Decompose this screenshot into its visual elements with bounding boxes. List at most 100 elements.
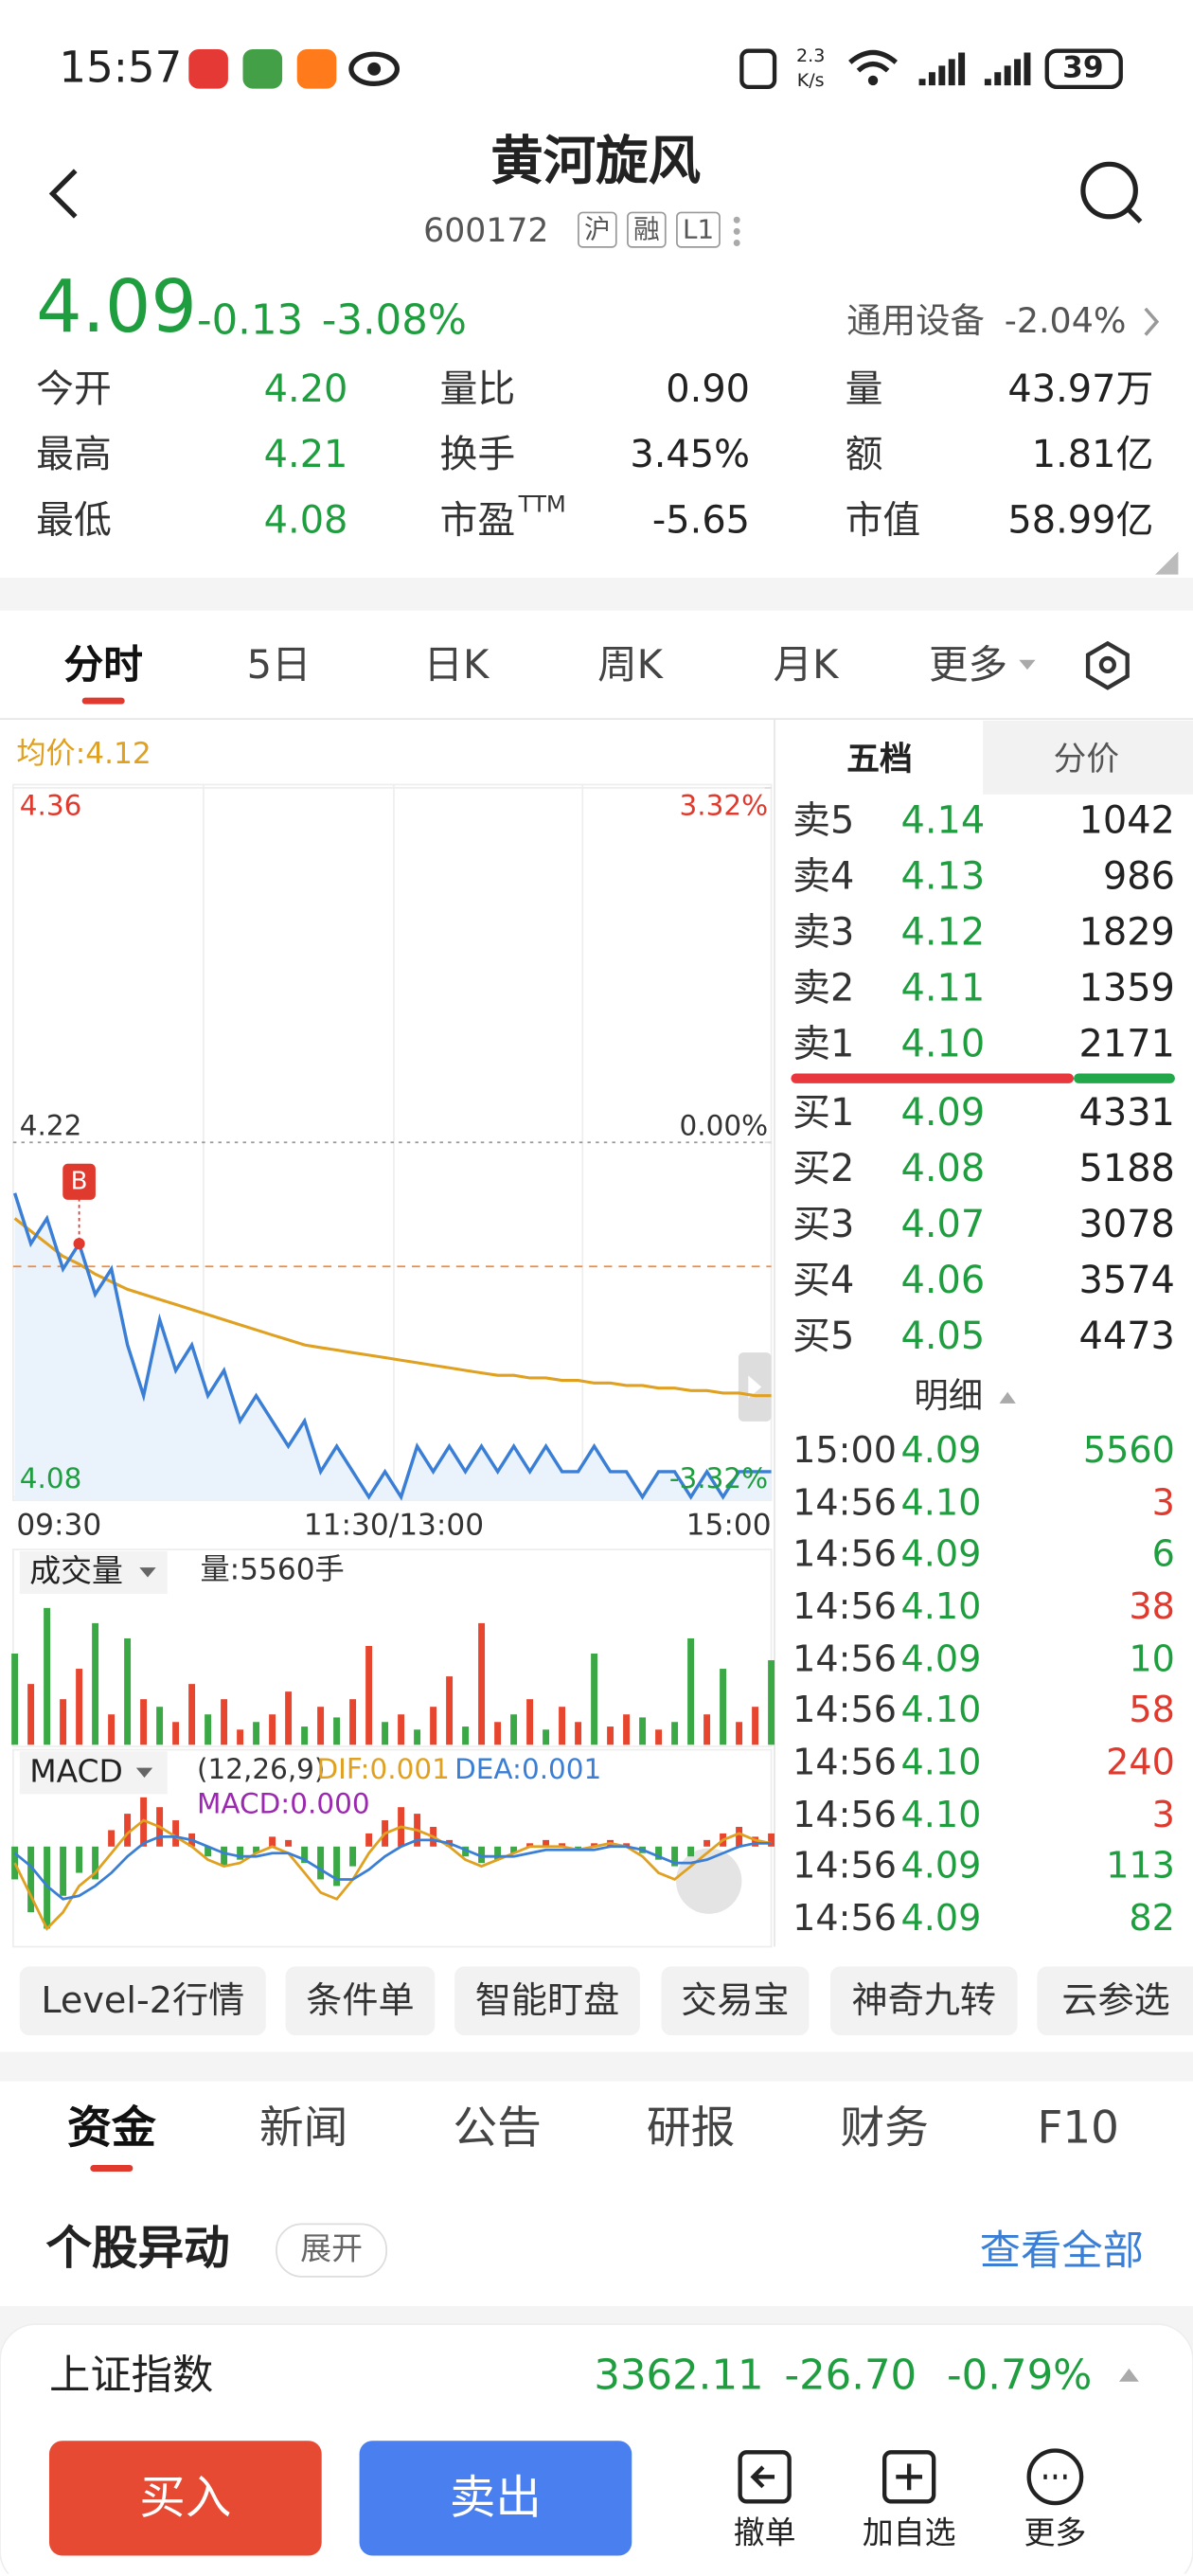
- dot: [733, 216, 740, 224]
- tool-label[interactable]: Level-2行情: [41, 1980, 245, 2023]
- volume-bar: [414, 1729, 421, 1745]
- bid-strength: [791, 1073, 1075, 1083]
- book-label: 买1: [792, 1092, 855, 1136]
- macd-bar: [365, 1833, 373, 1847]
- book-volume: 2171: [1078, 1023, 1175, 1066]
- volume-bar: [317, 1707, 325, 1745]
- tab[interactable]: 更多: [928, 641, 1008, 689]
- tool-label[interactable]: 条件单: [306, 1980, 415, 2023]
- tag: 融: [627, 211, 667, 248]
- info-tab[interactable]: 资金: [67, 2103, 156, 2155]
- macd-bar: [124, 1814, 132, 1847]
- sector-pct: -2.04%: [1004, 301, 1127, 341]
- macd-bar: [301, 1846, 309, 1864]
- macd-bar: [623, 1843, 631, 1847]
- more-link[interactable]: 查看全部: [979, 2227, 1145, 2275]
- tab[interactable]: 分时: [63, 641, 143, 689]
- stat-value: 43.97万: [1007, 368, 1154, 412]
- info-tab[interactable]: 公告: [453, 2103, 542, 2155]
- macd-params: (12,26,9): [196, 1753, 326, 1787]
- book-price: 4.11: [900, 967, 986, 1011]
- net-speed: 2.3: [796, 45, 826, 67]
- book-label: 卖3: [792, 911, 855, 955]
- trade-price: 4.10: [900, 1586, 982, 1629]
- detail-title[interactable]: 明细: [914, 1376, 984, 1416]
- change: -0.13: [196, 295, 304, 345]
- book-label: 买5: [792, 1315, 855, 1359]
- expand-button[interactable]: 展开: [276, 2223, 388, 2278]
- watch-icon[interactable]: [882, 2450, 936, 2504]
- macd-bar: [591, 1843, 598, 1847]
- macd-bar: [237, 1846, 244, 1860]
- tab[interactable]: 月K: [773, 641, 839, 689]
- macd-bar: [60, 1846, 67, 1896]
- index-name: 上证指数: [48, 2351, 214, 2399]
- trade-price: 4.09: [900, 1847, 982, 1888]
- tab[interactable]: 周K: [597, 641, 663, 689]
- volume-bar: [27, 1684, 35, 1745]
- book-volume: 1359: [1078, 967, 1175, 1011]
- change-pct: -3.08%: [321, 295, 467, 345]
- volume-bar: [60, 1699, 67, 1745]
- buy-label[interactable]: 买入: [139, 2470, 232, 2525]
- band: [0, 578, 1193, 611]
- tool-label[interactable]: 云参选: [1061, 1980, 1170, 2023]
- tool-button[interactable]: [661, 1966, 810, 2036]
- macd-bar: [349, 1846, 357, 1867]
- macd-bar: [317, 1846, 325, 1880]
- tab[interactable]: 日K: [423, 641, 490, 689]
- trade-volume: 58: [1129, 1690, 1175, 1732]
- tag: 沪: [578, 211, 617, 248]
- action-label[interactable]: 加自选: [862, 2515, 956, 2552]
- back-icon[interactable]: [48, 169, 78, 219]
- volume-bar: [365, 1645, 373, 1745]
- volume-bar: [253, 1722, 260, 1745]
- volume-bar: [108, 1714, 116, 1745]
- tool-button[interactable]: [829, 1966, 1018, 2036]
- panel-title[interactable]: MACD: [29, 1753, 123, 1791]
- stock-name: 黄河旋风: [490, 129, 702, 192]
- tool-label[interactable]: 交易宝: [681, 1980, 790, 2023]
- action-label[interactable]: 更多: [1024, 2515, 1087, 2552]
- cancel-icon[interactable]: [738, 2450, 792, 2504]
- panel-title[interactable]: 成交量: [29, 1553, 124, 1590]
- avg-line: [13, 1217, 772, 1398]
- trade-volume: 5560: [1082, 1431, 1175, 1473]
- volume-bar: [301, 1726, 309, 1745]
- sell-label[interactable]: 卖出: [449, 2470, 542, 2525]
- tool-button[interactable]: [285, 1966, 436, 2036]
- app-icon: [188, 48, 228, 89]
- trade-time: 14:56: [792, 1898, 898, 1941]
- tool-label[interactable]: 神奇九转: [851, 1980, 997, 2023]
- tab[interactable]: 五档: [846, 738, 913, 778]
- sell-button[interactable]: [359, 2441, 632, 2556]
- tab[interactable]: 5日: [246, 641, 312, 689]
- info-tab[interactable]: 新闻: [258, 2103, 348, 2155]
- more-icon[interactable]: [1026, 2448, 1084, 2506]
- macd-bar: [655, 1846, 663, 1860]
- tab[interactable]: 分价: [1053, 738, 1120, 778]
- info-tab[interactable]: F10: [1037, 2103, 1119, 2155]
- book-label: 卖4: [792, 855, 855, 899]
- search-icon[interactable]: [1080, 161, 1138, 220]
- book-label: 卖1: [792, 1023, 855, 1066]
- trade-volume: 240: [1106, 1743, 1175, 1784]
- wifi-icon: [848, 49, 898, 73]
- info-tab[interactable]: 研报: [646, 2103, 736, 2155]
- settings-icon[interactable]: [1085, 640, 1130, 690]
- buy-button[interactable]: [48, 2441, 322, 2556]
- info-tab[interactable]: 财务: [840, 2103, 929, 2155]
- stat-label: 量比: [439, 368, 516, 412]
- tool-label[interactable]: 智能盯盘: [474, 1980, 620, 2023]
- tool-button[interactable]: [1037, 1966, 1193, 2036]
- trade-marker-label: B: [70, 1166, 88, 1196]
- tool-button[interactable]: [19, 1966, 266, 2036]
- marker-box: [62, 1163, 96, 1200]
- signal-icon: [918, 52, 1031, 86]
- action-label[interactable]: 撤单: [733, 2515, 796, 2552]
- tool-button[interactable]: [454, 1966, 640, 2036]
- settings-icon: [1098, 655, 1116, 674]
- trade-volume: 10: [1129, 1638, 1175, 1681]
